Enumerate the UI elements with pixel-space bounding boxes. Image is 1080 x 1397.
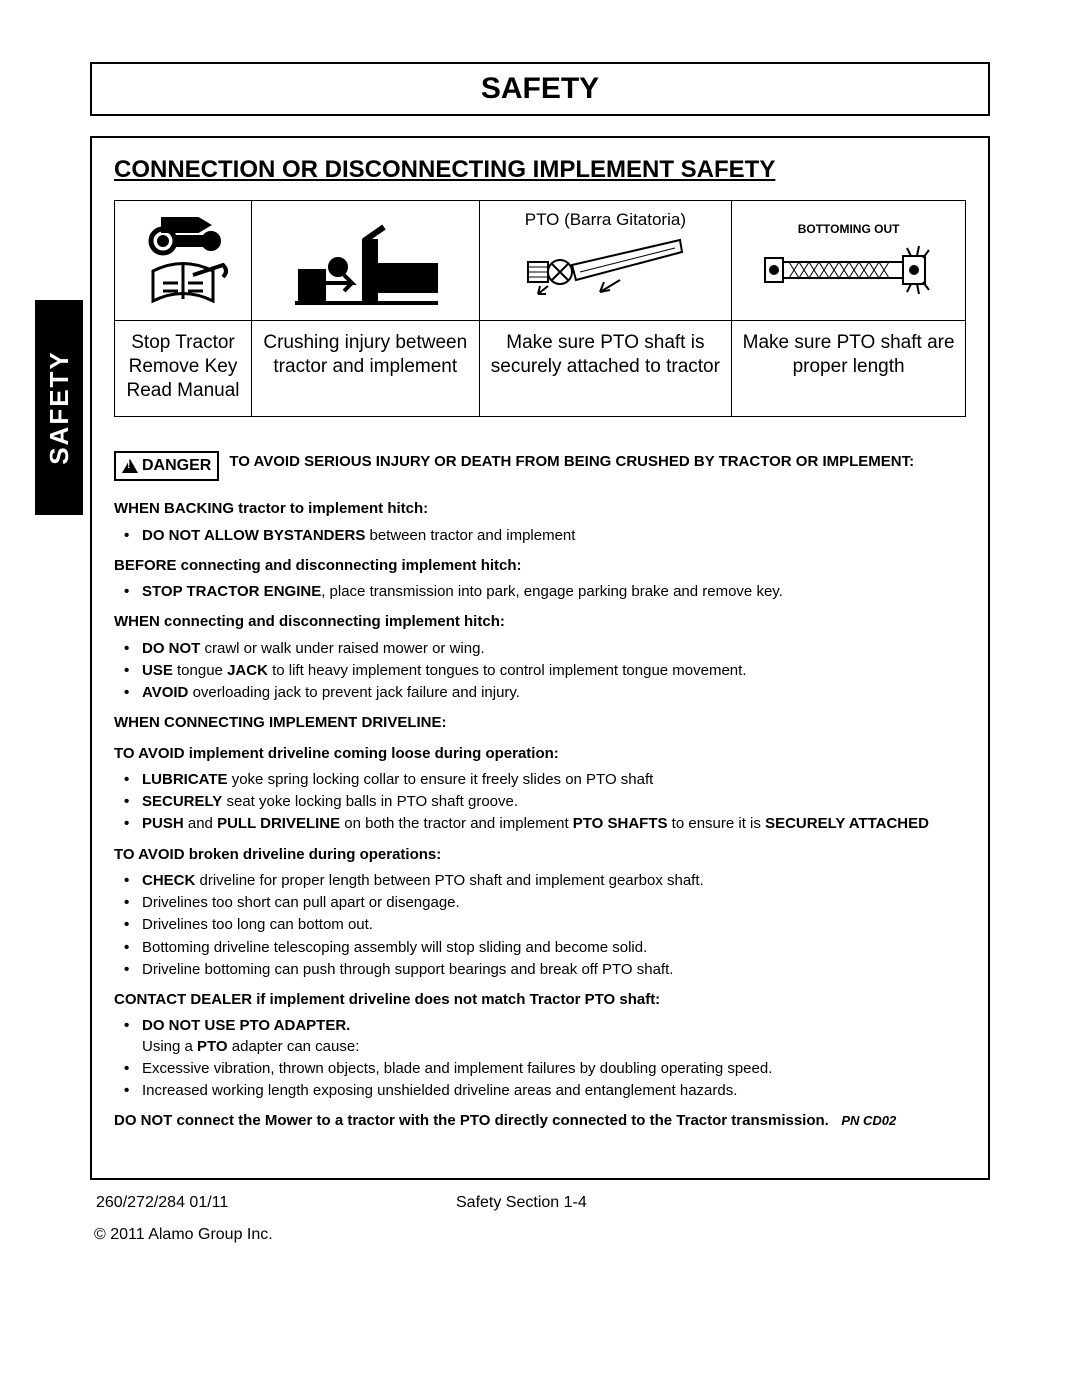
list-item: Drivelines too long can bottom out. xyxy=(142,915,966,935)
icon-caption-3-text: Make sure PTO shaft are proper length xyxy=(743,332,955,377)
list-item: Driveline bottoming can push through sup… xyxy=(142,960,966,980)
pto-shaft-icon xyxy=(520,232,690,312)
icon-caption-0: Stop Tractor Remove Key Read Manual xyxy=(115,321,252,417)
side-tab-label: SAFETY xyxy=(44,350,75,465)
footer-left: 260/272/284 01/11 xyxy=(96,1194,416,1212)
heading-3: WHEN connecting and disconnecting implem… xyxy=(114,612,966,632)
icon-caption-2: Make sure PTO shaft is securely attached… xyxy=(479,321,732,417)
icon-cell-1 xyxy=(252,201,480,321)
list-5: LUBRICATE yoke spring locking collar to … xyxy=(114,770,966,835)
copyright: © 2011 Alamo Group Inc. xyxy=(90,1226,990,1244)
list-item: Excessive vibration, thrown objects, bla… xyxy=(142,1059,966,1079)
header-title: SAFETY xyxy=(481,72,599,105)
crushing-injury-icon xyxy=(290,211,440,311)
pto-label: PTO (Barra Gitatoria) xyxy=(488,210,724,230)
page-header: SAFETY xyxy=(90,62,990,116)
danger-row: DANGER TO AVOID SERIOUS INJURY OR DEATH … xyxy=(114,451,966,481)
list-6: CHECK driveline for proper length betwee… xyxy=(114,871,966,980)
list-item: Increased working length exposing unshie… xyxy=(142,1081,966,1101)
list-3: DO NOT crawl or walk under raised mower … xyxy=(114,639,966,704)
icon-cell-3: BOTTOMING OUT xyxy=(732,201,966,321)
page: SAFETY CONNECTION OR DISCONNECTING IMPLE… xyxy=(90,62,990,1244)
footer-center: Safety Section 1-4 xyxy=(416,1194,984,1212)
stop-key-manual-icon xyxy=(123,211,243,311)
section-title: CONNECTION OR DISCONNECTING IMPLEMENT SA… xyxy=(114,156,966,184)
list-item: Drivelines too short can pull apart or d… xyxy=(142,893,966,913)
content-box: CONNECTION OR DISCONNECTING IMPLEMENT SA… xyxy=(90,136,990,1180)
danger-badge: DANGER xyxy=(114,451,219,481)
icon-caption-1-text: Crushing injury between tractor and impl… xyxy=(263,332,467,377)
list-item: Bottoming driveline telescoping assembly… xyxy=(142,938,966,958)
bottoming-out-icon xyxy=(759,240,939,300)
icon-caption-1: Crushing injury between tractor and impl… xyxy=(252,321,480,417)
heading-1: WHEN BACKING tractor to implement hitch: xyxy=(114,499,966,519)
heading-7: CONTACT DEALER if implement driveline do… xyxy=(114,990,966,1010)
list-item: AVOID overloading jack to prevent jack f… xyxy=(142,683,966,703)
icon-table: PTO (Barra Gitatoria) xyxy=(114,200,966,417)
list-7: DO NOT USE PTO ADAPTER. Using a PTO adap… xyxy=(114,1016,966,1101)
list-item: CHECK driveline for proper length betwee… xyxy=(142,871,966,891)
final-line: DO NOT connect the Mower to a tractor wi… xyxy=(114,1111,966,1131)
list-item: SECURELY seat yoke locking balls in PTO … xyxy=(142,792,966,812)
list-item: PUSH and PULL DRIVELINE on both the trac… xyxy=(142,814,966,834)
icon-cell-0 xyxy=(115,201,252,321)
icon-caption-0-text: Stop Tractor Remove Key Read Manual xyxy=(126,332,239,401)
body-text: WHEN BACKING tractor to implement hitch:… xyxy=(114,499,966,1131)
icon-cell-2: PTO (Barra Gitatoria) xyxy=(479,201,732,321)
heading-5: TO AVOID implement driveline coming loos… xyxy=(114,744,966,764)
warning-triangle-icon xyxy=(122,459,138,473)
heading-4: WHEN CONNECTING IMPLEMENT DRIVELINE: xyxy=(114,713,966,733)
footer-row: 260/272/284 01/11 Safety Section 1-4 xyxy=(90,1194,990,1212)
list-item: USE tongue JACK to lift heavy implement … xyxy=(142,661,966,681)
list-item: STOP TRACTOR ENGINE, place transmission … xyxy=(142,582,966,602)
list-1: DO NOT ALLOW BYSTANDERS between tractor … xyxy=(114,526,966,546)
danger-label: DANGER xyxy=(142,457,211,475)
heading-2: BEFORE connecting and disconnecting impl… xyxy=(114,556,966,576)
list-item: DO NOT ALLOW BYSTANDERS between tractor … xyxy=(142,526,966,546)
icon-caption-3: Make sure PTO shaft are proper length xyxy=(732,321,966,417)
side-tab: SAFETY xyxy=(35,300,83,515)
list-2: STOP TRACTOR ENGINE, place transmission … xyxy=(114,582,966,602)
list-item: LUBRICATE yoke spring locking collar to … xyxy=(142,770,966,790)
list-item: DO NOT USE PTO ADAPTER. Using a PTO adap… xyxy=(142,1016,966,1057)
list-item: DO NOT crawl or walk under raised mower … xyxy=(142,639,966,659)
heading-6: TO AVOID broken driveline during operati… xyxy=(114,845,966,865)
danger-text: TO AVOID SERIOUS INJURY OR DEATH FROM BE… xyxy=(229,451,966,470)
icon-caption-2-text: Make sure PTO shaft is securely attached… xyxy=(491,332,720,377)
bottoming-label: BOTTOMING OUT xyxy=(740,222,957,236)
